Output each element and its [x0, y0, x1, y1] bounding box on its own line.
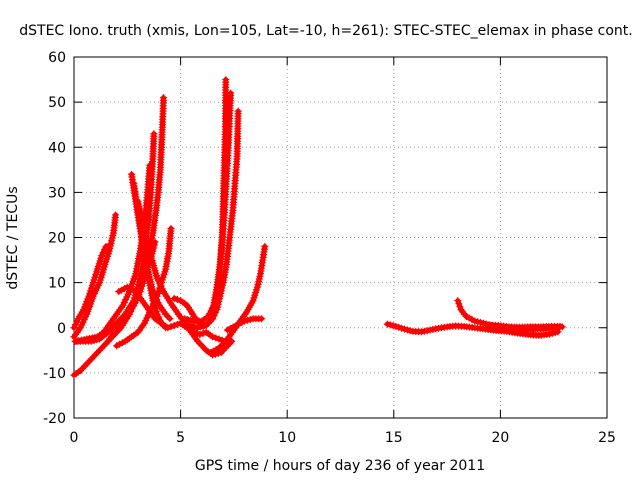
y-tick-label: 40 [48, 140, 66, 156]
data-point [228, 337, 236, 345]
data-point [167, 224, 175, 232]
y-axis: -20 -10 0 10 20 30 40 50 60 [43, 50, 607, 427]
data-point [209, 333, 217, 341]
data-point [456, 303, 464, 311]
data-point [173, 296, 181, 304]
data-point [455, 300, 463, 308]
data-point [227, 89, 235, 97]
data-point [101, 246, 109, 254]
data-point [150, 130, 158, 138]
data-point [215, 335, 223, 343]
chart-title: dSTEC Iono. truth (xmis, Lon=105, Lat=-1… [19, 23, 632, 39]
data-point [73, 318, 81, 326]
data-point [193, 329, 201, 337]
data-point [70, 324, 78, 332]
data-point [71, 321, 79, 329]
data-point [150, 241, 158, 249]
data-point [112, 211, 120, 219]
x-axis: 0 5 10 15 20 25 [70, 57, 616, 446]
y-tick-label: -20 [43, 411, 66, 427]
y-tick-label: 30 [48, 185, 66, 201]
data-point [196, 331, 204, 339]
data-arc [224, 315, 266, 334]
data-point [211, 309, 219, 317]
x-tick-label: 10 [278, 430, 296, 446]
data-arc [181, 89, 235, 325]
x-axis-label: GPS time / hours of day 236 of year 2011 [195, 458, 485, 474]
data-point [164, 324, 172, 332]
y-tick-label: 20 [48, 231, 66, 247]
data-point [189, 328, 197, 336]
x-tick-label: 5 [176, 430, 185, 446]
data-point [99, 249, 107, 257]
data-point [170, 294, 178, 302]
data-point [151, 238, 159, 246]
data-point [556, 322, 564, 330]
data-point [261, 243, 269, 251]
data-arc [177, 107, 242, 332]
data-arc [70, 211, 120, 341]
y-tick-label: 10 [48, 276, 66, 292]
y-tick-label: 60 [48, 50, 66, 66]
x-tick-label: 15 [385, 430, 403, 446]
data-point [146, 161, 154, 169]
data-point [454, 297, 462, 305]
data-points [70, 76, 566, 379]
x-tick-label: 0 [70, 430, 79, 446]
data-point [170, 321, 178, 329]
x-tick-label: 20 [491, 430, 509, 446]
data-point [258, 315, 266, 323]
data-point [167, 323, 175, 331]
data-point [234, 107, 242, 115]
data-point [222, 76, 230, 84]
data-point [210, 312, 218, 320]
y-tick-label: 0 [57, 321, 66, 337]
data-point [166, 315, 174, 323]
data-point [98, 252, 106, 260]
y-axis-label: dSTEC / TECUs [5, 186, 21, 289]
data-point [212, 334, 220, 342]
y-tick-label: 50 [48, 95, 66, 111]
data-point [209, 315, 217, 323]
x-tick-label: 25 [598, 430, 616, 446]
data-point [160, 94, 168, 102]
y-tick-label: -10 [43, 366, 66, 382]
data-arc [484, 321, 564, 331]
